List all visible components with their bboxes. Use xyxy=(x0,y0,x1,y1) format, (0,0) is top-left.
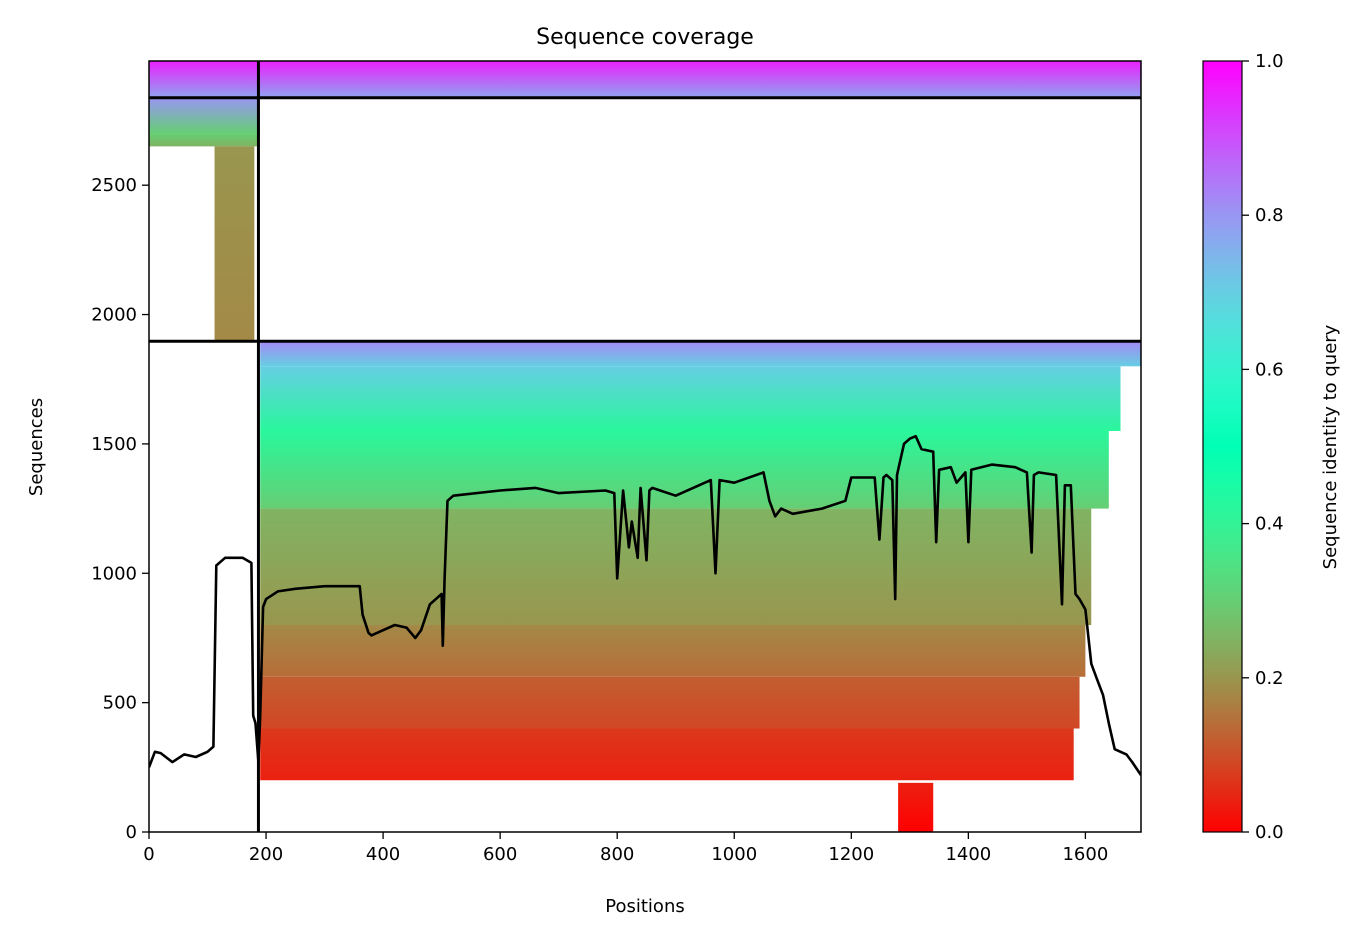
chart-title: Sequence coverage xyxy=(536,25,754,50)
colorbar-tick-label: 0.6 xyxy=(1255,359,1284,380)
x-tick-label: 800 xyxy=(600,844,634,865)
chain-boundaries xyxy=(149,61,1141,832)
coverage-block xyxy=(260,728,1074,781)
y-tick-label: 0 xyxy=(126,822,137,843)
coverage-block xyxy=(260,676,1080,729)
coverage-block xyxy=(260,508,1092,626)
colorbar-tick-label: 1.0 xyxy=(1255,51,1284,72)
y-tick-label: 2000 xyxy=(91,305,137,326)
colorbar xyxy=(1202,60,1243,833)
y-tick-label: 1500 xyxy=(91,434,137,455)
colorbar-ticks: 0.0 0.2 0.4 0.6 0.8 1.0 xyxy=(1242,51,1284,843)
x-tick-label: 0 xyxy=(143,844,154,865)
x-tick-label: 600 xyxy=(483,844,517,865)
x-tick-label: 1600 xyxy=(1062,844,1108,865)
coverage-block xyxy=(260,341,1141,367)
y-tick-label: 2500 xyxy=(91,175,137,196)
coverage-block xyxy=(260,625,1086,677)
colorbar-tick-label: 0.8 xyxy=(1255,205,1284,226)
y-tick-label: 500 xyxy=(103,693,137,714)
x-tick-label: 400 xyxy=(366,844,400,865)
x-tick-label: 1200 xyxy=(828,844,874,865)
coverage-block xyxy=(149,97,259,134)
x-tick-label: 200 xyxy=(249,844,283,865)
plot-frame xyxy=(148,60,1142,833)
x-axis-label: Positions xyxy=(605,896,684,917)
colorbar-tick-label: 0.2 xyxy=(1255,668,1284,689)
colorbar-label: Sequence identity to query xyxy=(1320,324,1341,569)
coverage-block xyxy=(898,782,934,832)
coverage-block xyxy=(260,366,1121,431)
coverage-line-layer xyxy=(149,434,1141,776)
x-axis-ticks: 0 200 400 600 800 1000 1200 1400 1600 xyxy=(143,832,1108,865)
coverage-block xyxy=(149,133,259,147)
coverage-line xyxy=(149,434,1141,776)
y-axis-label: Sequences xyxy=(26,398,47,496)
y-axis-ticks: 0 500 1000 1500 2000 2500 xyxy=(91,175,149,843)
x-tick-label: 1000 xyxy=(711,844,757,865)
colorbar-tick-label: 0.0 xyxy=(1255,822,1284,843)
coverage-block xyxy=(260,430,1109,509)
x-tick-label: 1400 xyxy=(945,844,991,865)
coverage-blocks xyxy=(149,61,1141,832)
coverage-block xyxy=(214,146,255,342)
colorbar-tick-label: 0.4 xyxy=(1255,514,1284,535)
coverage-block xyxy=(149,61,1141,98)
y-tick-label: 1000 xyxy=(91,563,137,584)
